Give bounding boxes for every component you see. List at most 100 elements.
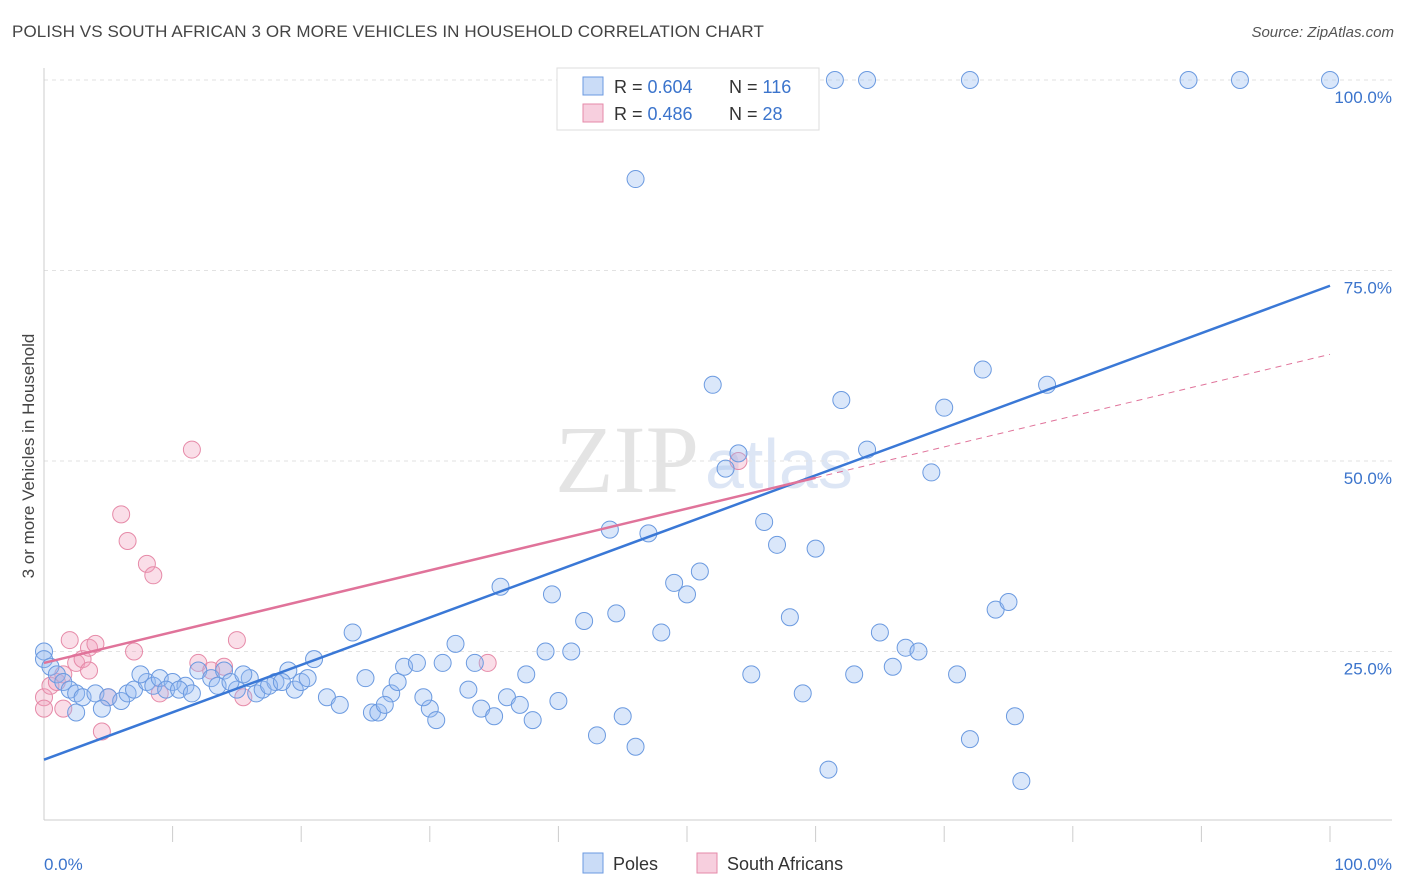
poles-points: [35, 71, 1339, 791]
poles-point-101: [1321, 71, 1339, 89]
poles-point-106: [157, 680, 176, 699]
poles-point-105: [131, 665, 150, 684]
poles-point-10: [112, 692, 131, 711]
poles-point-54: [523, 711, 542, 730]
poles-point-113: [375, 695, 394, 714]
poles-point-45: [446, 634, 465, 653]
poles-point-56: [542, 585, 561, 604]
poles-point-30: [298, 669, 317, 688]
poles-point-59: [575, 612, 594, 631]
south-africans-point-1: [35, 699, 53, 718]
poles-point-52: [510, 695, 529, 714]
south-africans-trend-line: [43, 476, 816, 665]
poles-n-value: 116: [763, 77, 792, 97]
poles-point-70: [716, 459, 735, 478]
south-africans-point-25: [478, 653, 497, 672]
chart-title: POLISH VS SOUTH AFRICAN 3 OR MORE VEHICL…: [12, 22, 764, 41]
svg-text:N = 116: N = 116: [729, 77, 791, 97]
poles-point-73: [755, 512, 774, 531]
poles-point-46: [459, 680, 478, 699]
poles-point-112: [272, 672, 291, 691]
south-africans-bottom-swatch: [696, 852, 718, 874]
poles-n-label: N =: [729, 77, 763, 97]
poles-point-78: [819, 760, 838, 779]
south-africans-n-value: 28: [763, 104, 783, 124]
south-africans-point-19: [182, 440, 201, 459]
poles-point-98: [960, 71, 979, 89]
poles-point-77: [806, 539, 825, 558]
south-africans-point-17: [144, 566, 163, 585]
svg-text:R = 0.604: R = 0.604: [614, 77, 693, 97]
trend-lines: [43, 284, 1331, 761]
poles-point-3: [47, 665, 66, 684]
poles-point-0: [35, 642, 53, 661]
poles-point-33: [330, 695, 349, 714]
poles-legend-swatch: [582, 76, 604, 96]
south-africans-points: [35, 440, 748, 741]
poles-point-1: [35, 650, 53, 669]
y-tick-label-50: 50.0%: [1344, 469, 1392, 488]
poles-point-114: [414, 688, 433, 707]
south-africans-point-9: [80, 661, 99, 680]
poles-point-43: [427, 711, 446, 730]
svg-text:R = 0.486: R = 0.486: [614, 104, 693, 124]
poles-legend-label: Poles: [613, 854, 658, 874]
y-tick-label-75: 75.0%: [1344, 279, 1392, 298]
poles-point-115: [607, 604, 626, 623]
poles-point-89: [960, 730, 979, 749]
poles-point-97: [858, 71, 877, 89]
poles-point-41: [407, 653, 426, 672]
poles-point-86: [922, 463, 941, 482]
poles-point-65: [652, 623, 671, 642]
poles-point-103: [67, 703, 86, 722]
watermark-zip: ZIP: [555, 406, 699, 513]
south-africans-point-16: [137, 554, 156, 573]
south-africans-trend-extension: [815, 353, 1331, 479]
poles-point-62: [613, 707, 632, 726]
poles-point-69: [703, 375, 722, 394]
poles-point-110: [234, 665, 253, 684]
poles-point-104: [92, 699, 111, 718]
poles-point-74: [768, 535, 787, 554]
poles-point-88: [948, 665, 967, 684]
poles-point-108: [182, 684, 201, 703]
x-tick-label-min: 0.0%: [44, 855, 83, 874]
south-africans-legend-swatch: [582, 103, 604, 123]
poles-point-44: [433, 653, 452, 672]
y-tick-labels: 25.0% 50.0% 75.0% 100.0%: [1334, 88, 1392, 679]
y-tick-label-100: 100.0%: [1334, 88, 1392, 107]
poles-point-75: [780, 608, 799, 627]
south-africans-r-label: R =: [614, 104, 648, 124]
poles-point-67: [678, 585, 696, 604]
poles-point-83: [883, 657, 902, 676]
poles-point-72: [742, 665, 761, 684]
poles-point-95: [1005, 707, 1024, 726]
south-africans-point-13: [112, 505, 131, 524]
poles-r-value: 0.604: [648, 77, 693, 97]
x-ticks: [172, 826, 1331, 842]
poles-r-label: R =: [614, 77, 648, 97]
poles-point-80: [845, 665, 864, 684]
stats-legend: R = 0.604 N = 116 R = 0.486 N = 28: [556, 67, 820, 131]
poles-point-57: [549, 692, 568, 711]
poles-point-96: [825, 71, 844, 89]
south-africans-point-23: [227, 631, 246, 650]
south-africans-point-10: [86, 634, 105, 653]
svg-text:N = 28: N = 28: [729, 104, 783, 124]
poles-trend-line: [43, 284, 1331, 761]
poles-point-99: [1179, 71, 1198, 89]
poles-point-38: [382, 684, 401, 703]
south-africans-legend-label: South Africans: [727, 854, 843, 874]
poles-point-55: [536, 642, 555, 661]
poles-point-102: [626, 170, 645, 189]
y-tick-label-25: 25.0%: [1344, 660, 1392, 679]
poles-point-21: [215, 661, 234, 680]
poles-point-47: [465, 653, 484, 672]
poles-point-58: [562, 642, 581, 661]
poles-point-66: [665, 573, 684, 592]
south-africans-point-5: [60, 631, 79, 650]
poles-point-37: [369, 703, 388, 722]
poles-point-68: [690, 562, 709, 581]
south-africans-point-14: [118, 532, 137, 551]
